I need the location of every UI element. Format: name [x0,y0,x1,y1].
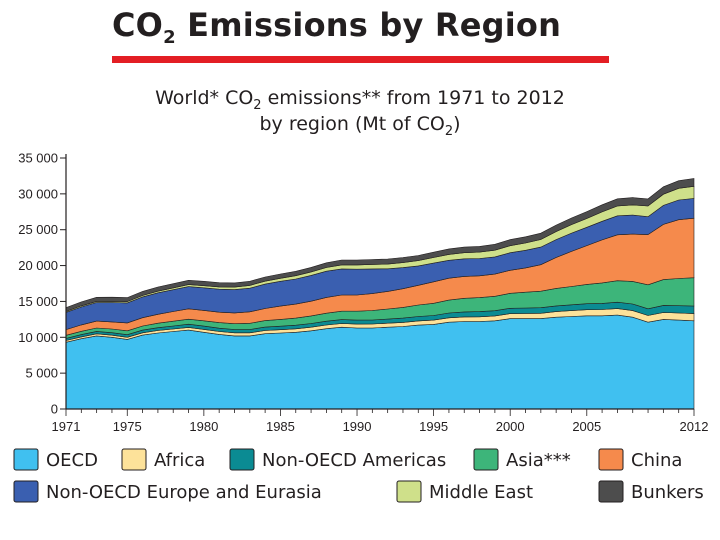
legend-label: OECD [46,450,98,471]
legend-label: Bunkers [631,482,704,503]
chart-title-line2: by region (Mt of CO2) [0,112,720,139]
chart-legend: OECD Africa Non-OECD Americas Asia*** China N… [13,448,704,503]
slide-title-main: CO [112,6,164,44]
legend-item-africa: Africa [121,448,205,471]
chart-axes: 0 5 000 10 000 15 000 20 000 25 000 30 000 35 0… [18,151,708,435]
x-tick-label: 1975 [113,419,142,434]
title-underline [112,56,609,63]
slide-title-subscript: 2 [163,27,176,48]
y-tick-label: 25 000 [18,222,58,237]
chart-title-line1-a: World* CO [155,87,254,109]
x-tick-label: 1985 [266,419,295,434]
legend-item-bunkers: Bunkers [598,480,704,503]
x-tick-label: 1980 [189,419,218,434]
legend-swatch [229,448,255,471]
legend-swatch [473,448,499,471]
y-tick-label: 15 000 [18,294,58,309]
x-tick-label: 2012 [680,419,709,434]
legend-swatch [598,480,624,503]
legend-swatch [598,448,624,471]
legend-label: Middle East [429,482,533,503]
x-tick-label: 1971 [52,419,81,434]
chart-title-line1-subscript: 2 [253,98,262,113]
legend-label: Africa [154,450,205,471]
legend-swatch [13,448,39,471]
x-tick-label: 2000 [496,419,525,434]
legend-label: Non-OECD Americas [262,450,446,471]
legend-item-non-oecd-europe-and-eurasia: Non-OECD Europe and Eurasia [13,480,322,503]
stacked-area-chart: 0 5 000 10 000 15 000 20 000 25 000 30 000 35 0… [13,151,708,503]
chart-title-line2-b: ) [453,113,461,135]
x-tick-label: 1990 [343,419,372,434]
legend-label: China [631,450,682,471]
chart-title-line2-subscript: 2 [444,124,454,139]
y-tick-label: 35 000 [18,151,58,166]
x-tick-label: 2005 [572,419,601,434]
legend-swatch [13,480,39,503]
chart-title-line2-a: by region (Mt of CO [259,113,445,135]
legend-item-oecd: OECD [13,448,98,471]
legend-item-china: China [598,448,682,471]
y-tick-label: 30 000 [18,186,58,201]
y-tick-label: 20 000 [18,258,58,273]
slide-title-rest: Emissions by Region [175,6,562,44]
legend-label: Asia*** [506,450,571,471]
legend-swatch [396,480,422,503]
area-bunkers [65,178,695,312]
chart-areas [65,178,695,410]
y-tick-label: 10 000 [18,330,58,345]
legend-swatch [121,448,147,471]
legend-item-non-oecd-americas: Non-OECD Americas [229,448,446,471]
chart-title-line1: World* CO2 emissions** from 1971 to 2012 [0,86,720,113]
x-tick-label: 1995 [419,419,448,434]
y-tick-label: 0 [51,402,58,417]
legend-label: Non-OECD Europe and Eurasia [46,482,322,503]
legend-item-middle-east: Middle East [396,480,533,503]
slide-title: CO2 Emissions by Region [112,6,562,48]
y-tick-label: 5 000 [25,366,58,381]
chart-title-line1-b: emissions** from 1971 to 2012 [261,87,565,109]
legend-item-asia: Asia*** [473,448,571,471]
